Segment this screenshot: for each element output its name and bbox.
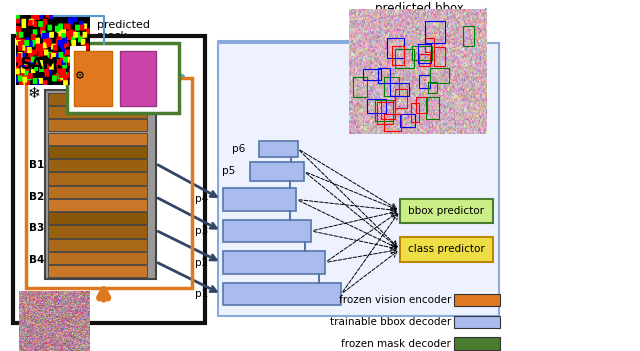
FancyBboxPatch shape — [120, 51, 156, 106]
FancyBboxPatch shape — [48, 225, 147, 238]
Text: B1: B1 — [29, 160, 44, 170]
FancyBboxPatch shape — [48, 186, 147, 198]
Text: bbox predictor: bbox predictor — [408, 206, 484, 216]
FancyBboxPatch shape — [48, 239, 147, 251]
Text: class predictor: class predictor — [408, 244, 484, 254]
FancyBboxPatch shape — [223, 251, 325, 274]
Text: ❄: ❄ — [28, 86, 40, 101]
FancyBboxPatch shape — [48, 159, 147, 171]
Text: p4: p4 — [195, 194, 209, 204]
Text: trainable bbox decoder: trainable bbox decoder — [330, 317, 451, 327]
FancyBboxPatch shape — [48, 93, 147, 105]
FancyBboxPatch shape — [400, 199, 493, 223]
Text: p5: p5 — [222, 166, 236, 177]
FancyBboxPatch shape — [48, 252, 147, 264]
FancyBboxPatch shape — [48, 265, 147, 277]
FancyBboxPatch shape — [223, 283, 341, 305]
FancyBboxPatch shape — [70, 46, 86, 109]
FancyBboxPatch shape — [218, 42, 499, 316]
FancyBboxPatch shape — [223, 188, 296, 211]
FancyBboxPatch shape — [48, 199, 147, 211]
FancyBboxPatch shape — [48, 212, 147, 224]
FancyBboxPatch shape — [48, 133, 147, 145]
Text: ⚙: ⚙ — [75, 71, 85, 81]
FancyBboxPatch shape — [400, 237, 493, 261]
FancyBboxPatch shape — [259, 141, 298, 157]
FancyBboxPatch shape — [13, 35, 205, 323]
Text: B2: B2 — [29, 192, 44, 202]
Text: SAM: SAM — [21, 57, 59, 72]
FancyBboxPatch shape — [48, 146, 147, 158]
FancyBboxPatch shape — [454, 294, 500, 306]
Text: B4: B4 — [29, 255, 44, 265]
FancyBboxPatch shape — [250, 162, 304, 181]
Text: p3: p3 — [195, 226, 209, 236]
FancyBboxPatch shape — [48, 172, 147, 185]
Text: p6: p6 — [232, 144, 245, 154]
Text: p1: p1 — [195, 289, 209, 299]
Text: B3: B3 — [29, 223, 44, 233]
Text: p2: p2 — [195, 258, 209, 267]
FancyBboxPatch shape — [48, 106, 147, 118]
Text: predicted
mask: predicted mask — [97, 20, 150, 41]
FancyBboxPatch shape — [74, 51, 112, 106]
Text: frozen vision encoder: frozen vision encoder — [339, 295, 451, 305]
FancyBboxPatch shape — [48, 119, 147, 132]
FancyBboxPatch shape — [454, 316, 500, 328]
FancyBboxPatch shape — [454, 337, 500, 350]
FancyBboxPatch shape — [45, 90, 156, 279]
Text: frozen mask decoder: frozen mask decoder — [341, 339, 451, 349]
Text: predicted bbox: predicted bbox — [375, 2, 463, 15]
FancyBboxPatch shape — [67, 42, 179, 113]
FancyBboxPatch shape — [223, 220, 311, 242]
